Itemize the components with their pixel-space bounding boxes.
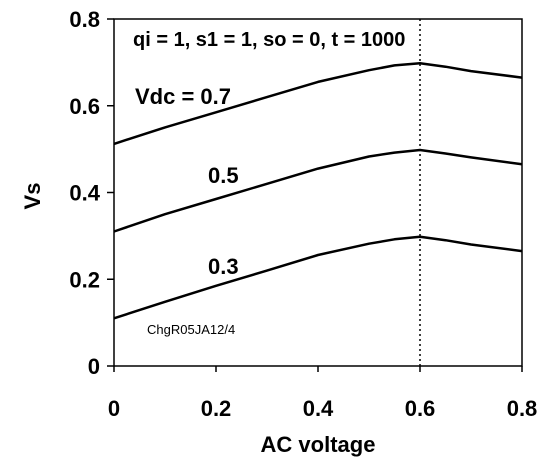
y-tick-label: 0.4 xyxy=(69,181,100,206)
x-tick-label: 0.2 xyxy=(201,396,232,421)
x-tick-label: 0.8 xyxy=(507,396,538,421)
series-label-vdc-0.7: Vdc = 0.7 xyxy=(135,84,231,109)
x-tick-label: 0 xyxy=(108,396,120,421)
y-tick-label: 0.2 xyxy=(69,267,100,292)
plot-border xyxy=(113,18,523,367)
y-tick-label: 0 xyxy=(88,354,100,379)
x-axis-title: AC voltage xyxy=(261,432,376,457)
tick-labels: 0 0.2 0.4 0.6 0.8 0 0.2 0.4 0.6 0.8 xyxy=(69,7,537,421)
series-line-0 xyxy=(113,61,523,146)
y-axis-title: Vs xyxy=(20,183,45,210)
y-tick-label: 0.8 xyxy=(69,7,100,32)
parameters-label: qi = 1, s1 = 1, so = 0, t = 1000 xyxy=(133,29,405,51)
series-line-2 xyxy=(113,235,523,320)
series-lines xyxy=(113,19,523,366)
plot-area xyxy=(113,18,523,367)
y-tick-label: 0.6 xyxy=(69,94,100,119)
series-label-0.3: 0.3 xyxy=(208,254,239,279)
series-line-1 xyxy=(113,148,523,233)
series-label-0.5: 0.5 xyxy=(208,163,239,188)
footnote-label: ChgR05JA12/4 xyxy=(147,322,235,337)
x-tick-label: 0.6 xyxy=(405,396,436,421)
axis-ticks xyxy=(107,18,523,372)
x-tick-label: 0.4 xyxy=(303,396,334,421)
